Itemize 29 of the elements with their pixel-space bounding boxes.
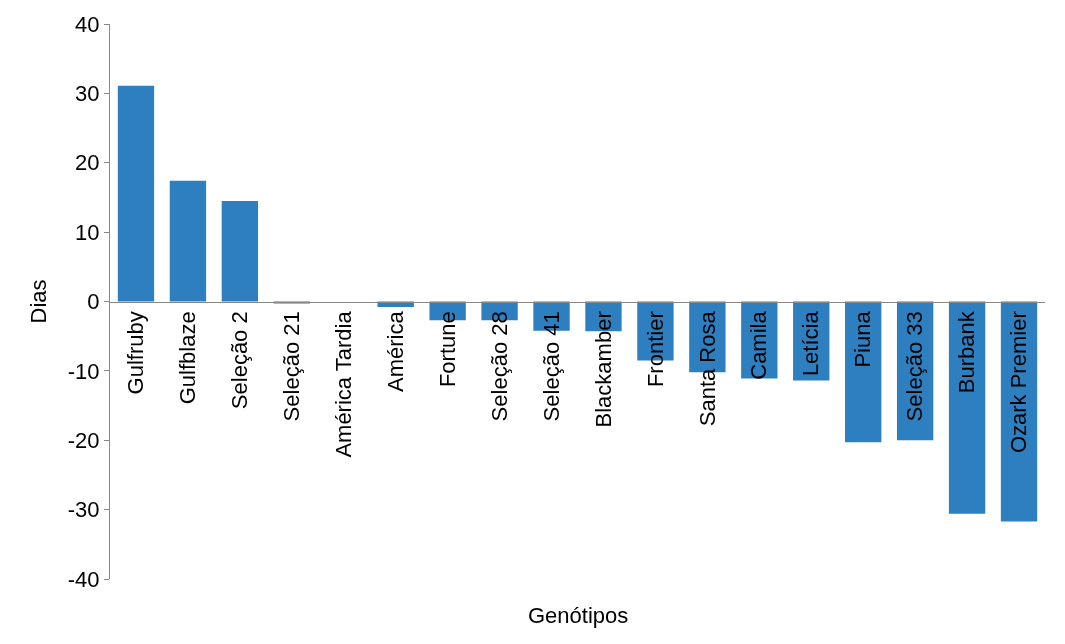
y-tick-label: -40 — [67, 566, 100, 592]
x-tick-label: Frontier — [642, 311, 668, 388]
x-tick-label: Gulfblaze — [175, 311, 201, 405]
x-tick-label: Ozark Premier — [1006, 311, 1032, 454]
x-tick-label: Gulfruby — [123, 311, 149, 395]
x-tick-label: América Tardia — [330, 310, 356, 458]
y-tick-label: 30 — [75, 81, 100, 107]
x-tick-label: Seleção 33 — [902, 311, 928, 422]
x-tick-label: Santa Rosa — [694, 310, 720, 427]
y-tick-label: 0 — [87, 289, 100, 315]
y-tick-label: -20 — [67, 427, 100, 453]
y-tick-label: 40 — [75, 11, 100, 37]
x-tick-label: Camila — [746, 310, 772, 380]
y-tick-label: 10 — [75, 219, 100, 245]
x-axis-title: Genótipos — [528, 603, 629, 628]
y-tick-label: -10 — [67, 358, 100, 384]
y-axis-title: Dias — [25, 279, 51, 324]
x-tick-label: América — [382, 310, 408, 392]
x-tick-label: Fortune — [434, 311, 460, 388]
x-tick-label: Letícia — [798, 310, 824, 377]
x-tick-label: Seleção 21 — [278, 311, 304, 422]
y-tick-label: 20 — [75, 150, 100, 176]
x-tick-label: Piuna — [850, 310, 876, 368]
x-tick-label: Seleção 2 — [227, 311, 253, 410]
x-tick-label: Seleção 28 — [486, 311, 512, 422]
x-tick-label: Seleção 41 — [538, 311, 564, 422]
x-tick-label: Burbank — [954, 310, 980, 394]
y-tick-label: -30 — [67, 497, 100, 523]
x-tick-label: Blackamber — [590, 311, 616, 428]
